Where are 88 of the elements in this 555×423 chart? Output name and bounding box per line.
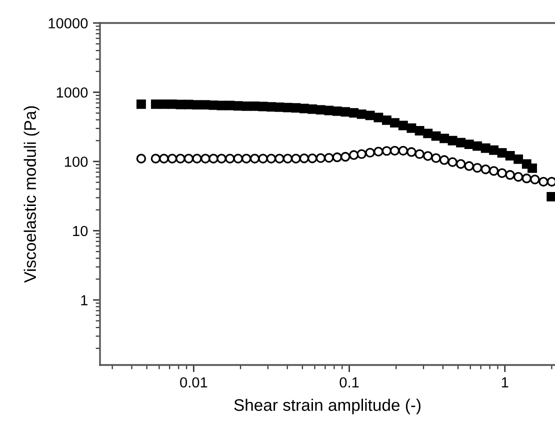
- point: [266, 154, 276, 164]
- point: [233, 154, 243, 164]
- point: [530, 174, 540, 184]
- point: [497, 168, 507, 178]
- point: [472, 141, 482, 151]
- point: [464, 140, 474, 150]
- point: [348, 150, 359, 160]
- point: [299, 153, 310, 164]
- point: [456, 138, 466, 148]
- point: [546, 176, 555, 187]
- x-tick-label: 0.01: [180, 377, 208, 388]
- point: [456, 159, 466, 169]
- point: [340, 107, 350, 117]
- point: [150, 154, 161, 164]
- y-tick-label: 1: [81, 295, 88, 306]
- y-tick-label: 10: [73, 226, 88, 236]
- point: [448, 157, 458, 167]
- point: [159, 99, 169, 109]
- point: [208, 100, 218, 110]
- point: [356, 149, 366, 159]
- point: [390, 118, 400, 128]
- point: [497, 148, 507, 158]
- point: [472, 162, 482, 173]
- point: [439, 155, 450, 165]
- point: [538, 176, 548, 187]
- point: [316, 105, 326, 115]
- x-tick-label: 1: [502, 377, 508, 388]
- point: [505, 151, 515, 160]
- point: [513, 172, 524, 182]
- point: [505, 170, 515, 180]
- point: [440, 134, 450, 144]
- point: [382, 115, 392, 125]
- point: [208, 154, 218, 164]
- point: [159, 154, 169, 164]
- point: [291, 154, 301, 164]
- point: [464, 161, 474, 171]
- point: [431, 131, 441, 141]
- point: [382, 146, 392, 156]
- point: [365, 148, 375, 158]
- point: [316, 153, 326, 163]
- point: [282, 154, 293, 164]
- point: [225, 154, 235, 164]
- point: [176, 154, 186, 164]
- point: [266, 102, 276, 112]
- point: [340, 152, 350, 162]
- point: [184, 154, 194, 164]
- point: [423, 128, 433, 138]
- y-tick-label: 100: [64, 156, 88, 167]
- y-tick-label: 10000: [48, 18, 88, 28]
- point: [448, 136, 458, 146]
- point: [374, 112, 384, 122]
- point: [406, 147, 416, 157]
- point: [406, 123, 416, 133]
- point: [291, 103, 301, 113]
- point: [241, 154, 252, 164]
- point: [307, 153, 318, 164]
- point: [308, 104, 318, 114]
- point: [250, 101, 260, 111]
- point: [192, 154, 202, 164]
- point: [258, 154, 268, 164]
- point: [414, 126, 424, 136]
- point: [480, 143, 490, 153]
- point: [250, 154, 260, 164]
- y-tick-label: 1000: [56, 87, 88, 98]
- point: [390, 146, 400, 156]
- point: [374, 146, 384, 156]
- point: [167, 154, 178, 164]
- x-axis-title: Shear strain amplitude (-): [234, 398, 420, 414]
- point: [324, 152, 334, 163]
- point: [332, 152, 342, 162]
- point: [200, 154, 210, 164]
- point: [414, 149, 424, 159]
- point: [365, 110, 375, 120]
- point: [274, 154, 284, 164]
- point: [349, 108, 359, 118]
- point: [488, 166, 499, 176]
- point: [216, 154, 226, 164]
- y-axis-title: Viscoelastic moduli (Pa): [24, 106, 40, 283]
- point: [431, 153, 441, 163]
- point: [514, 154, 524, 164]
- point: [522, 174, 532, 184]
- point: [242, 101, 252, 111]
- point: [398, 146, 408, 156]
- point: [489, 145, 499, 155]
- point: [480, 164, 490, 174]
- point: [423, 151, 433, 161]
- x-tick-label: 0.1: [340, 377, 359, 388]
- point: [356, 109, 366, 119]
